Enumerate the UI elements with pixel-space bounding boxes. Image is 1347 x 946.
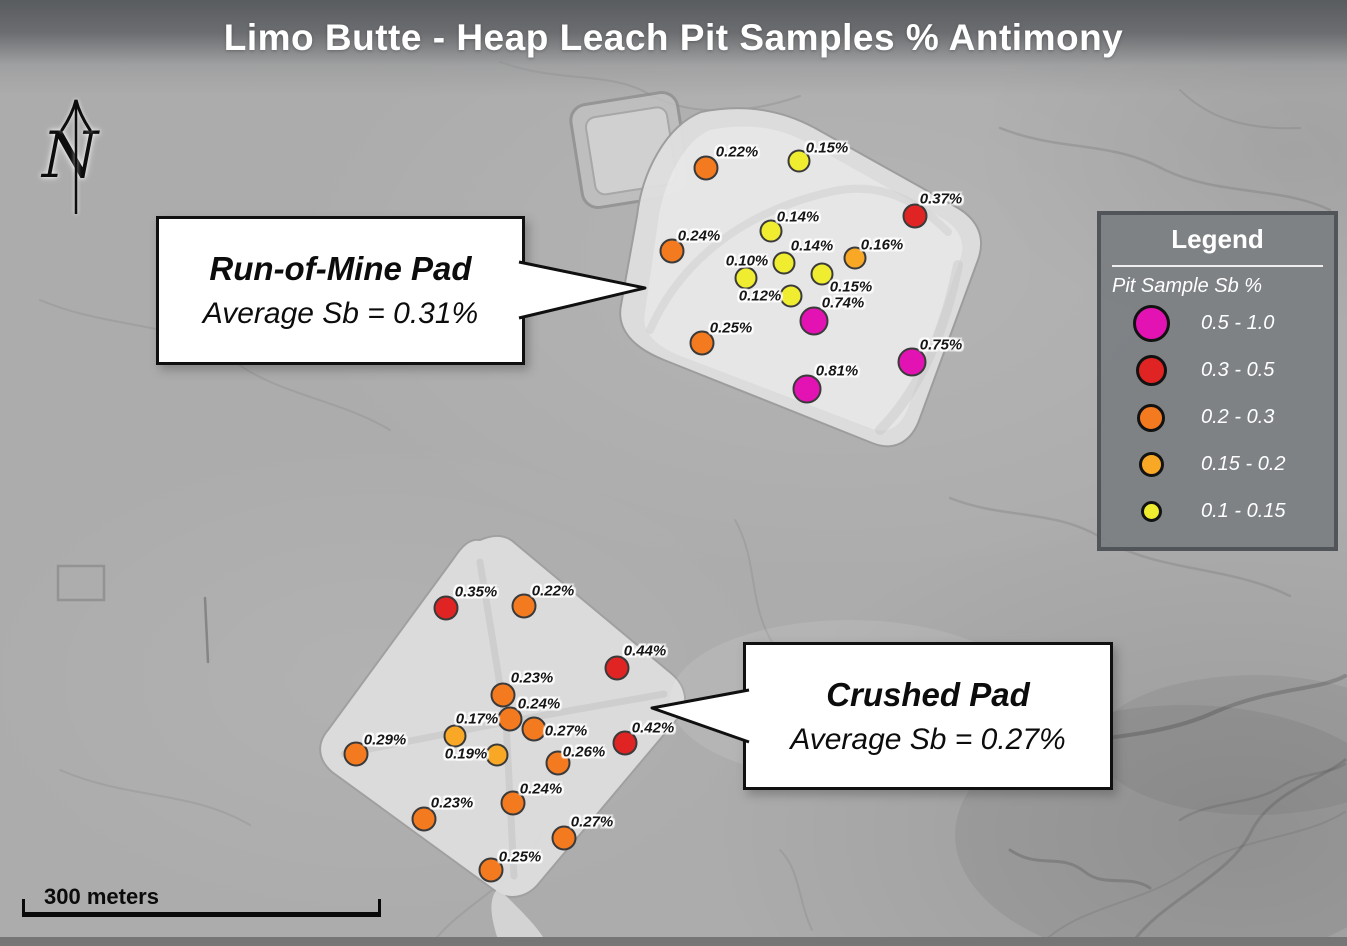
sample-marker [693,155,719,181]
sample-label: 0.15% [829,278,873,296]
sample-label: 0.44% [623,642,667,660]
sample-label: 0.29% [363,731,407,749]
sample-marker [779,284,803,308]
sample-label: 0.75% [919,336,963,354]
orange-legend-circle-icon [1137,403,1165,432]
legend-item: 0.2 - 0.3 [1101,394,1334,441]
sample-label: 0.42% [631,719,675,737]
magenta-legend-circle-icon [1132,305,1170,342]
sample-label: 0.23% [510,669,554,687]
callout-title: Crushed Pad [826,675,1030,713]
sample-marker [612,730,638,756]
sample-marker [443,724,467,748]
sample-label: 0.37% [919,190,963,208]
run-of-mine-pad [619,107,983,448]
sample-marker [551,825,577,851]
sample-marker [902,203,928,229]
legend-item: 0.1 - 0.15 [1101,488,1334,535]
legend-item-label: 0.2 - 0.3 [1201,406,1275,428]
legend-item-label: 0.3 - 0.5 [1201,359,1275,381]
sample-label: 0.22% [715,143,759,161]
north-arrow-icon [60,99,92,214]
sample-label: 0.19% [444,745,488,763]
north-letter: N [42,119,98,193]
sample-label: 0.26% [562,743,606,761]
sample-marker [500,790,526,816]
legend-item: 0.5 - 1.0 [1101,300,1334,347]
bottom-border [0,937,1347,946]
sample-label: 0.25% [709,319,753,337]
sample-label: 0.14% [790,237,834,255]
legend-item-label: 0.5 - 1.0 [1201,312,1275,334]
callout-run-of-mine: Run-of-Mine Pad Average Sb = 0.31% [156,216,525,365]
legend-items: 0.5 - 1.0 0.3 - 0.5 0.2 - 0.3 0.15 - 0.2 0.1… [1101,300,1334,535]
sample-marker [521,716,547,742]
sample-label: 0.81% [815,362,859,380]
legend-item-label: 0.1 - 0.15 [1201,500,1286,522]
sample-label: 0.15% [805,139,849,157]
scale-bar-line [22,912,381,917]
sample-label: 0.24% [677,227,721,245]
north-arrow: N [28,92,124,224]
sample-label: 0.35% [454,583,498,601]
sample-marker [792,374,822,404]
sample-marker [787,149,811,173]
callout-subtitle: Average Sb = 0.27% [790,722,1066,756]
legend-item-label: 0.15 - 0.2 [1201,453,1286,475]
sample-label: 0.22% [531,582,575,600]
sample-label: 0.24% [517,695,561,713]
scale-bar: 300 meters [22,884,386,920]
sample-label: 0.14% [776,208,820,226]
sample-marker [810,262,834,286]
sample-label: 0.27% [544,722,588,740]
sample-marker [511,593,537,619]
scale-bar-tick [22,899,25,917]
sample-marker [485,743,509,767]
legend-divider [1112,265,1323,267]
sample-marker [659,238,685,264]
sample-marker [772,251,796,275]
sample-marker [411,806,437,832]
sample-marker [689,330,715,356]
sample-marker [843,246,867,270]
scale-bar-tick [378,899,381,917]
callout-subtitle: Average Sb = 0.31% [202,297,479,330]
sample-label: 0.12% [738,287,782,305]
sample-label: 0.27% [570,813,614,831]
sample-marker [604,655,630,681]
scale-bar-label: 300 meters [44,884,159,909]
legend-title: Legend [1171,224,1264,254]
sample-marker [545,750,571,776]
callout-crushed: Crushed Pad Average Sb = 0.27% [743,642,1113,790]
sample-marker [433,595,459,621]
legend-item: 0.15 - 0.2 [1101,441,1334,488]
sample-label: 0.25% [498,848,542,866]
callout-title: Run-of-Mine Pad [209,250,472,287]
sample-label: 0.24% [519,780,563,798]
sample-label: 0.16% [860,236,904,254]
sample-label: 0.23% [430,794,474,812]
amber-legend-circle-icon [1138,452,1164,477]
legend-item: 0.3 - 0.5 [1101,347,1334,394]
red-legend-circle-icon [1135,355,1167,386]
legend: Legend Pit Sample Sb % 0.5 - 1.0 0.3 - 0.… [1097,211,1338,551]
sample-label: 0.10% [725,252,769,270]
sample-marker [734,266,758,290]
yellow-legend-circle-icon [1140,501,1162,522]
sample-marker [759,219,783,243]
small-structure [56,564,106,602]
sample-marker [478,857,504,883]
sample-marker [490,682,516,708]
sample-label: 0.74% [821,294,865,312]
sample-marker [897,347,927,377]
sample-marker [497,706,523,732]
sample-marker [343,741,369,767]
sample-label: 0.17% [455,710,499,728]
sample-marker [799,306,829,336]
legend-subtitle: Pit Sample Sb % [1112,275,1263,297]
